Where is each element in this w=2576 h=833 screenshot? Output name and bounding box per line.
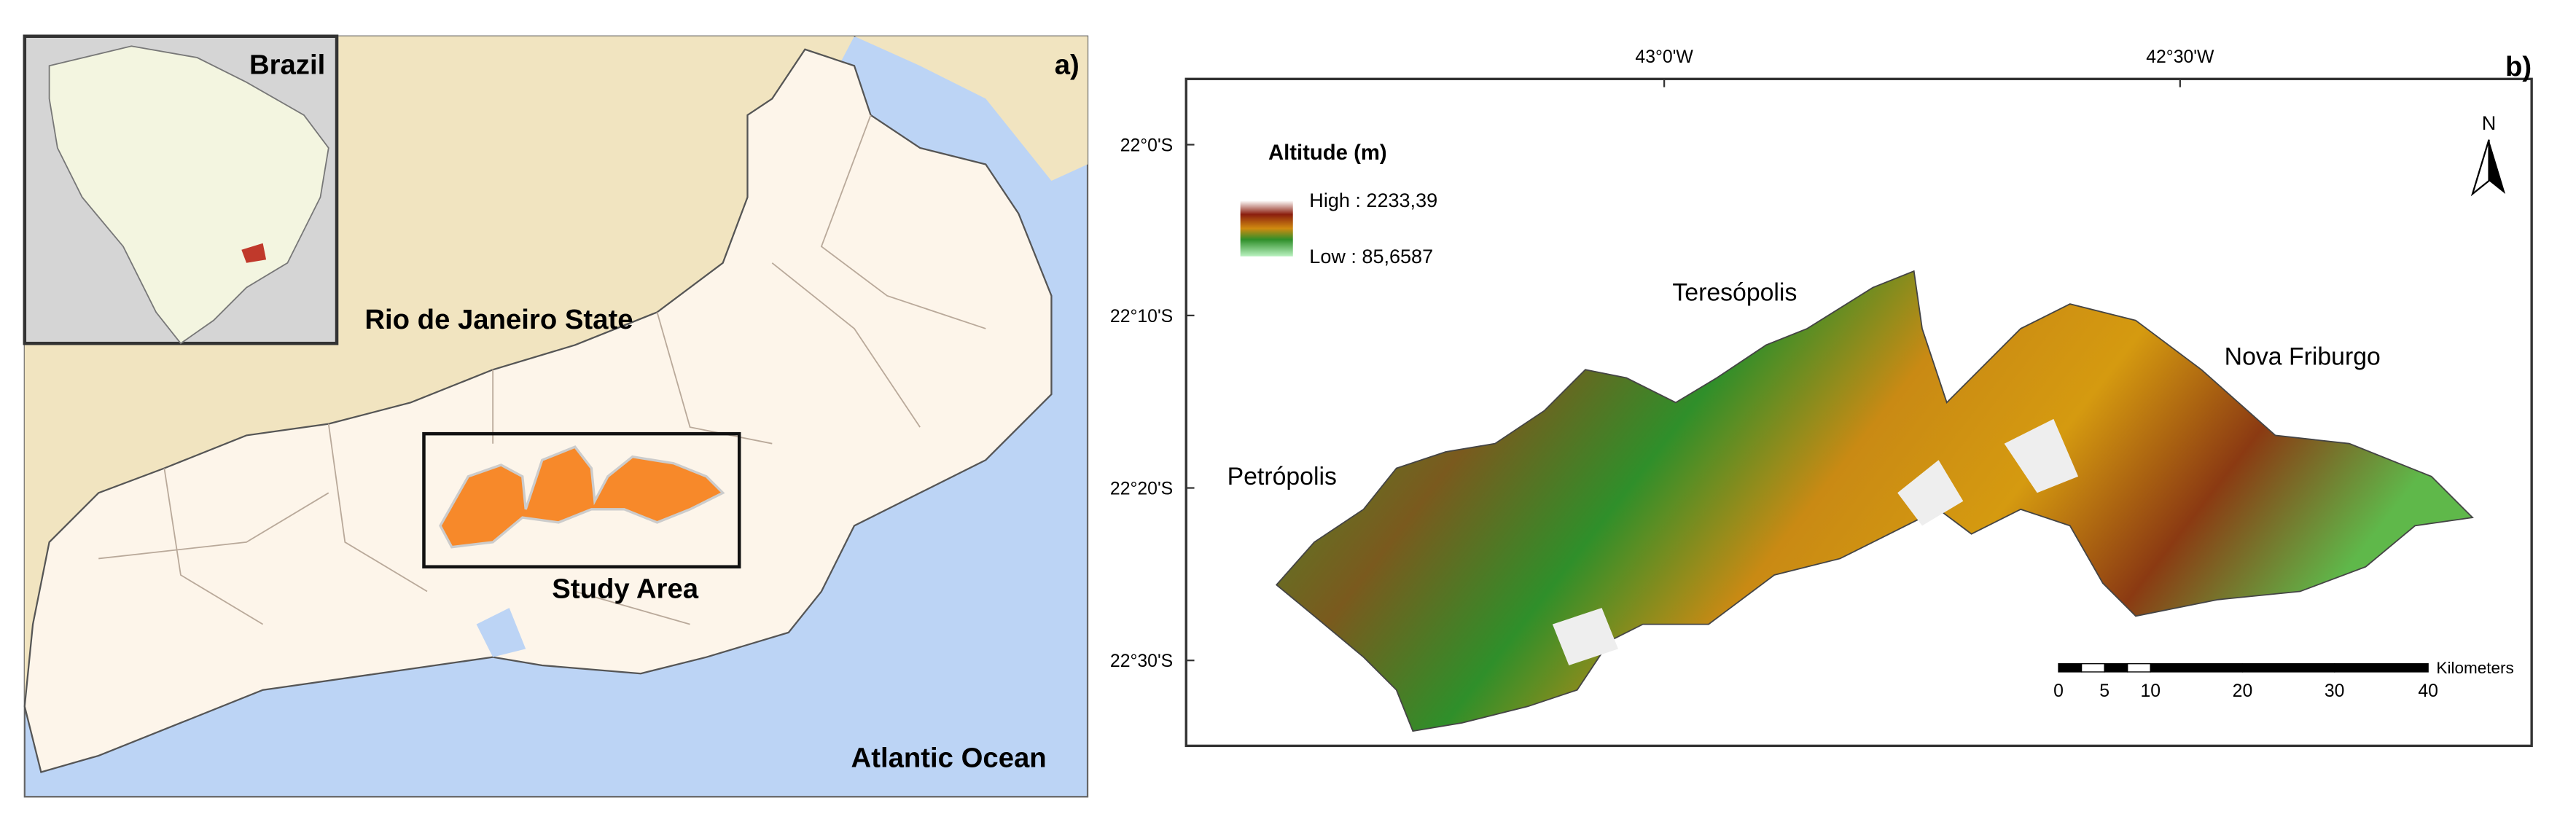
scale-label: 10 — [2140, 681, 2161, 701]
scale-label: 40 — [2418, 681, 2438, 701]
peaks — [1552, 418, 2079, 665]
state-label: Rio de Janeiro State — [364, 304, 633, 335]
longitude-label: 42°30'W — [2146, 47, 2214, 67]
scale-unit: Kilometers — [2436, 659, 2513, 677]
latitude-label: 22°30'S — [1110, 652, 1173, 671]
study-area — [439, 445, 725, 549]
scale-segment — [2334, 663, 2429, 673]
scale-label: 0 — [2053, 681, 2064, 701]
rio-de-janeiro-state — [23, 48, 1053, 773]
city-label: Petrópolis — [1227, 463, 1337, 490]
legend-ramp — [1240, 200, 1293, 257]
latitude-label: 22°10'S — [1110, 307, 1173, 326]
scale-label: 5 — [2099, 681, 2109, 701]
municipal-borders — [98, 114, 986, 625]
scale-segment — [2104, 663, 2128, 673]
legend-low: Low : 85,6587 — [1309, 246, 1433, 267]
north-arrow-right — [2489, 139, 2506, 195]
latitude-label: 22°0'S — [1120, 136, 1174, 156]
north-label: N — [2482, 112, 2497, 134]
scale-segment — [2150, 663, 2244, 673]
study-area-box — [422, 431, 741, 568]
inset-title: Brazil — [249, 50, 325, 81]
ocean-label: Atlantic Ocean — [851, 743, 1047, 774]
city-label: Nova Friburgo — [2225, 343, 2381, 371]
legend-title: Altitude (m) — [1268, 141, 1387, 165]
city-label: Teresópolis — [1672, 279, 1797, 307]
scale-segment — [2241, 663, 2335, 673]
scale-segment — [2080, 663, 2105, 673]
scale-label: 20 — [2233, 681, 2253, 701]
panel-b: b) Altitude (m) High : 2233,39 Low : 85,… — [1110, 47, 2533, 748]
brazil-shape — [48, 45, 329, 345]
panel-label: b) — [2505, 51, 2532, 82]
latitude-label: 22°20'S — [1110, 480, 1173, 499]
study-area-label: Study Area — [552, 574, 698, 605]
panel-label: a) — [1055, 50, 1080, 81]
rj-highlight — [241, 243, 267, 263]
scale-label: 30 — [2325, 681, 2345, 701]
legend-high: High : 2233,39 — [1309, 189, 1437, 211]
panel-a: Brazil a) Rio de Janeiro State Study Are… — [23, 34, 1089, 798]
terrain-map — [1275, 270, 2474, 732]
scale-segment — [2058, 663, 2083, 673]
bays — [230, 608, 526, 723]
longitude-label: 43°0'W — [1635, 47, 1693, 67]
scale-segment — [2127, 663, 2151, 673]
